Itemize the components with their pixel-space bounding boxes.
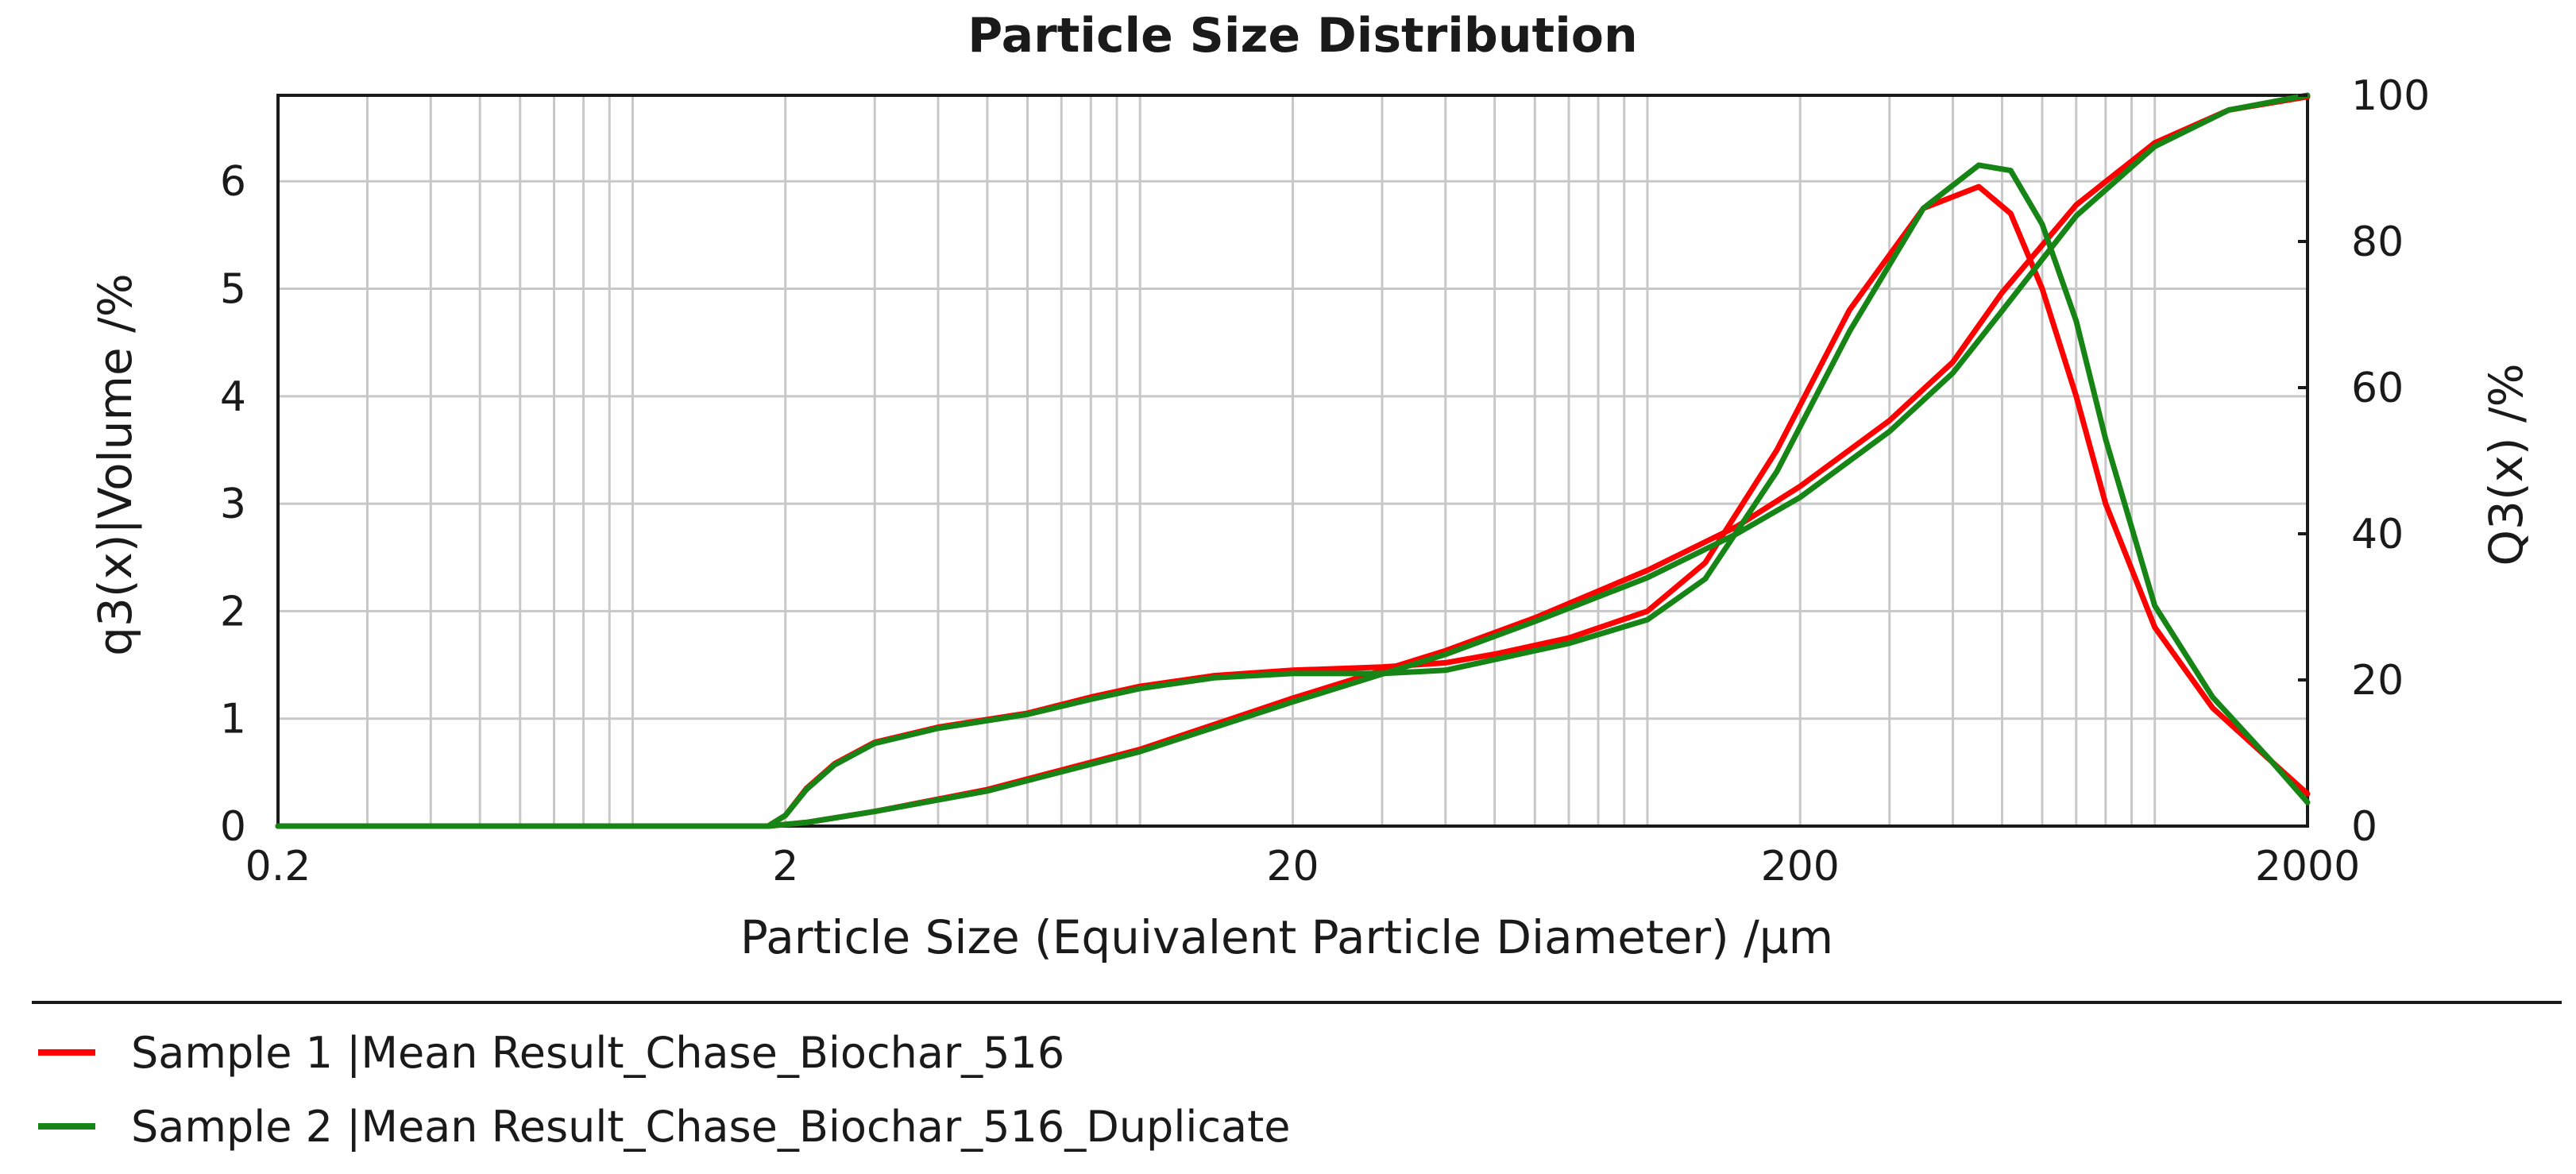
legend-sample-1-label: Sample 1 |Mean Result_Chase_Biochar_516	[131, 1028, 1064, 1078]
x-tick-label: 2	[772, 843, 798, 890]
y-right-tick-label: 20	[2351, 657, 2404, 705]
data-lines	[275, 92, 2311, 829]
x-tick-label: 200	[1761, 843, 1840, 890]
y-left-tick-label: 6	[220, 158, 246, 206]
legend: Sample 1 |Mean Result_Chase_Biochar_516 S…	[38, 1028, 1291, 1152]
y-right-tick-label: 100	[2351, 72, 2430, 120]
x-tick-label: 0.2	[245, 843, 311, 890]
y-left-tick-label: 0	[220, 803, 246, 851]
y-left-tick-label: 1	[220, 696, 246, 743]
y-right-tick-label: 0	[2351, 803, 2377, 851]
x-tick-label: 20	[1266, 843, 1319, 890]
sample-2-Q3-cumulative-line	[275, 92, 2311, 829]
x-tick-label: 2000	[2255, 843, 2360, 890]
grid	[276, 95, 2309, 826]
y-left-tick-label: 4	[220, 373, 246, 421]
y-left-tick-label: 5	[220, 266, 246, 314]
chart-title: Particle Size Distribution	[967, 8, 1637, 64]
y-axis-left-label: q3(x)|Volume /%	[88, 273, 142, 656]
plot-frame	[276, 94, 2309, 828]
legend-sample-2-label: Sample 2 |Mean Result_Chase_Biochar_516_…	[131, 1102, 1291, 1152]
y-right-tick-label: 40	[2351, 511, 2404, 558]
y-right-tick-label: 60	[2351, 365, 2404, 412]
y-left-tick-label: 3	[220, 481, 246, 528]
y-right-tick-label: 80	[2351, 218, 2404, 266]
y-left-tick-label: 2	[220, 588, 246, 635]
sample-2-q3-density-line	[275, 162, 2311, 829]
x-axis-label: Particle Size (Equivalent Particle Diame…	[740, 910, 1833, 964]
y-axis-right-label: Q3(x) /%	[2479, 363, 2533, 566]
